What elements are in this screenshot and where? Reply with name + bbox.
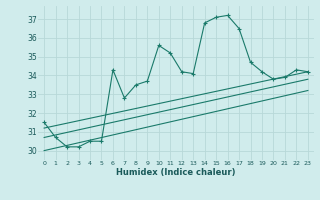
X-axis label: Humidex (Indice chaleur): Humidex (Indice chaleur) [116, 168, 236, 177]
